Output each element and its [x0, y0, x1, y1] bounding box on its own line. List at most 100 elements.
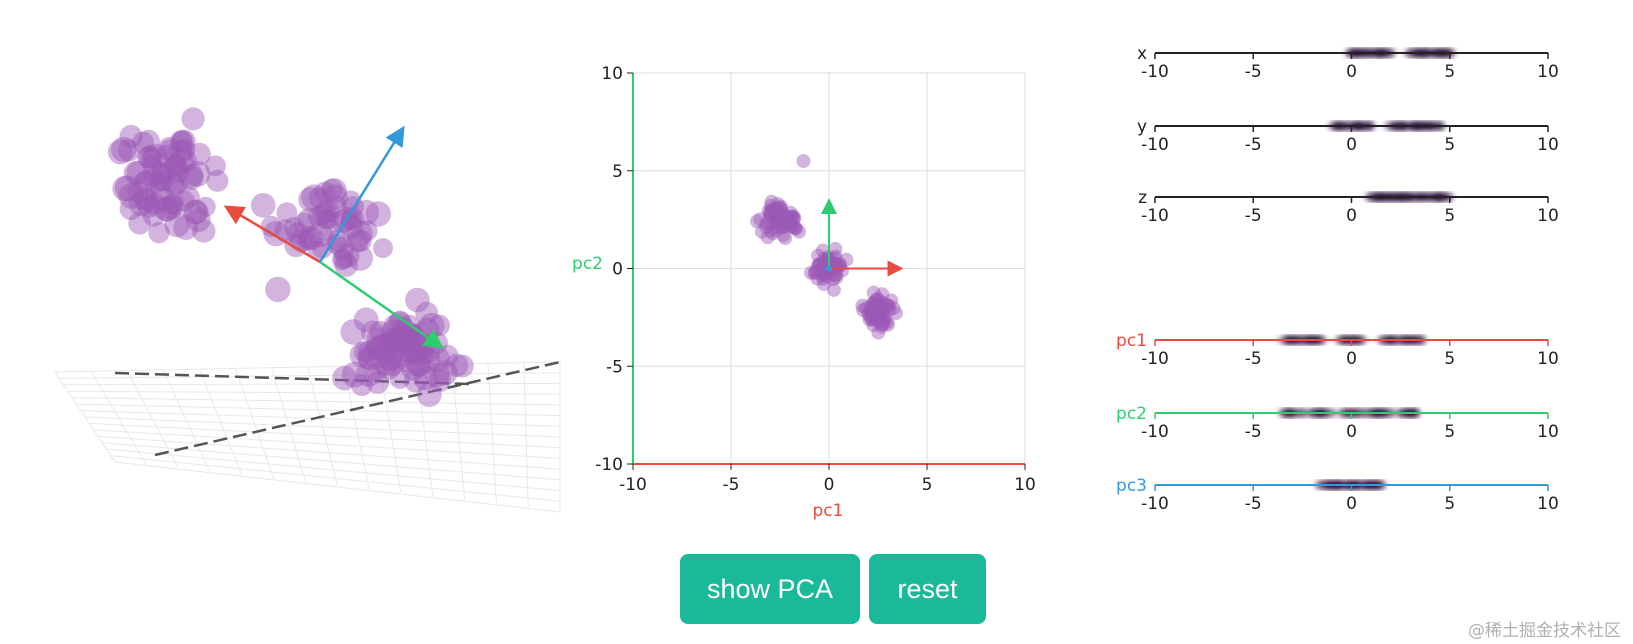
reset-button[interactable]: reset: [869, 554, 986, 624]
data-point: [777, 208, 792, 223]
data-point: [866, 305, 881, 320]
data-point: [112, 175, 138, 202]
x-tick-label: 10: [1014, 475, 1036, 495]
tick-label: -10: [1141, 349, 1169, 369]
axis-x: -10 -5 0 5 10 x: [1137, 44, 1559, 82]
data-point: [828, 241, 843, 256]
data-point: [889, 306, 903, 321]
data-point: [160, 193, 182, 215]
data-point: [774, 203, 789, 218]
data-point: [341, 207, 365, 231]
data-point: [143, 144, 169, 170]
data-point: [867, 295, 882, 310]
data-point: [855, 298, 870, 313]
show-pca-button[interactable]: show PCA: [680, 554, 860, 624]
data-point: [815, 243, 830, 258]
data-point: [865, 296, 880, 311]
data-point: [107, 139, 133, 165]
data-point: [293, 212, 316, 235]
data-point: [763, 207, 778, 222]
data-point: [154, 196, 181, 222]
data-point: [152, 169, 175, 192]
data-point: [168, 162, 190, 184]
data-point: [341, 361, 368, 388]
data-point: [151, 162, 173, 185]
data-point: [334, 253, 358, 277]
tick-label: 10: [1537, 422, 1559, 442]
data-point: [321, 178, 347, 204]
data-point: [387, 328, 410, 351]
data-point: [171, 130, 194, 153]
axis-name-label: pc3: [1116, 476, 1147, 496]
data-point: [166, 172, 189, 194]
3d-points: [107, 107, 474, 408]
data-point: [184, 199, 209, 225]
x-tick-label: 5: [922, 475, 933, 495]
data-point: [830, 259, 845, 274]
data-point: [151, 161, 174, 184]
data-point: [188, 142, 211, 166]
data-point: [880, 315, 895, 330]
y-tick-label: 5: [612, 162, 623, 182]
grid-line: [90, 371, 148, 466]
data-point: [307, 221, 334, 248]
y-axis-label: pc2: [572, 254, 603, 274]
data-point: [760, 230, 775, 245]
data-point: [865, 300, 879, 315]
tick-label: 0: [1346, 494, 1357, 514]
data-point: [445, 353, 469, 377]
data-point: [413, 366, 438, 391]
data-point: [127, 180, 149, 202]
data-point: [862, 308, 877, 322]
data-point: [149, 181, 172, 204]
data-point: [880, 298, 895, 313]
data-point: [866, 318, 881, 333]
3d-scatter-view[interactable]: [54, 107, 561, 513]
data-point: [126, 160, 151, 185]
data-point: [158, 139, 180, 161]
data-point: [312, 204, 334, 226]
data-point: [754, 224, 769, 239]
data-point: [154, 197, 178, 222]
data-point: [770, 214, 785, 229]
grid-line: [523, 362, 529, 507]
data-point: [311, 237, 333, 259]
data-point: [372, 349, 399, 376]
axis-z: -10 -5 0 5 10 z: [1138, 188, 1559, 226]
data-point: [179, 163, 204, 188]
data-point: [866, 310, 881, 325]
data-point: [871, 325, 886, 340]
data-point: [148, 221, 170, 244]
data-point: [276, 202, 298, 224]
data-point: [870, 312, 885, 327]
data-point: [778, 231, 793, 246]
data-point: [765, 203, 779, 218]
data-point: [205, 155, 226, 177]
data-point: [772, 206, 787, 221]
data-point: [761, 214, 776, 229]
data-point: [145, 172, 167, 194]
data-point: [318, 208, 339, 230]
tick-label: -10: [1141, 62, 1169, 82]
data-point: [376, 345, 403, 372]
data-point: [286, 222, 309, 245]
data-point: [163, 193, 185, 215]
data-point: [864, 307, 879, 322]
data-point: [389, 310, 411, 332]
data-point: [128, 212, 151, 235]
data-point: [874, 319, 889, 334]
data-point: [786, 209, 801, 224]
data-point: [814, 266, 829, 281]
pc2-arrow: [319, 260, 445, 349]
data-point: [877, 311, 892, 326]
tick-label: 0: [1346, 206, 1357, 226]
data-point: [163, 174, 186, 197]
data-point: [350, 374, 373, 397]
data-point: [206, 169, 229, 192]
data-point: [283, 217, 305, 238]
data-point: [859, 301, 873, 316]
data-point: [771, 201, 786, 216]
data-point: [881, 298, 896, 313]
data-point: [274, 219, 299, 243]
data-point: [392, 333, 417, 358]
